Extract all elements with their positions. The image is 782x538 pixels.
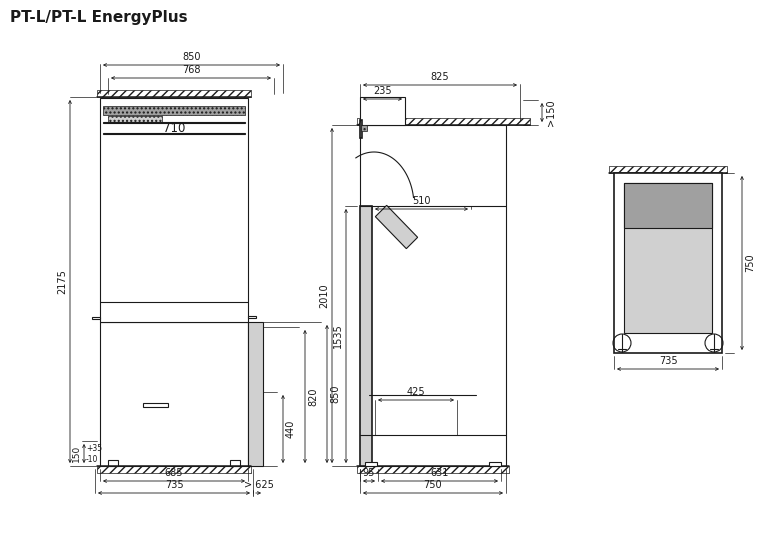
- Bar: [489, 462, 501, 466]
- Bar: [360, 97, 405, 125]
- Bar: [361, 125, 367, 131]
- Bar: [360, 125, 506, 466]
- Bar: [357, 118, 530, 125]
- Bar: [97, 90, 251, 97]
- Text: 850: 850: [182, 52, 201, 62]
- Text: 1535: 1535: [333, 324, 343, 349]
- Bar: [624, 183, 712, 333]
- Text: 510: 510: [412, 196, 431, 206]
- Bar: [108, 116, 162, 122]
- Text: 95: 95: [363, 468, 375, 478]
- Text: 2010: 2010: [319, 283, 329, 308]
- Text: 710: 710: [163, 123, 185, 136]
- Text: 735: 735: [165, 480, 183, 490]
- Text: 235: 235: [373, 86, 392, 96]
- Bar: [103, 133, 245, 134]
- Polygon shape: [375, 206, 418, 249]
- Bar: [143, 403, 168, 407]
- Text: >150: >150: [546, 99, 556, 126]
- Bar: [624, 183, 712, 228]
- Text: 735: 735: [658, 356, 677, 366]
- Bar: [357, 466, 509, 473]
- Text: +35
-10: +35 -10: [86, 444, 102, 464]
- Bar: [360, 206, 372, 466]
- Bar: [92, 317, 100, 319]
- Bar: [248, 322, 263, 466]
- Text: > 625: > 625: [243, 480, 274, 490]
- Bar: [103, 106, 245, 115]
- Text: 2175: 2175: [57, 269, 67, 294]
- Text: 750: 750: [424, 480, 443, 490]
- Bar: [100, 98, 248, 322]
- Text: 440: 440: [286, 420, 296, 438]
- Text: 850: 850: [330, 385, 340, 404]
- Bar: [230, 460, 240, 466]
- Bar: [108, 460, 118, 466]
- Bar: [248, 316, 256, 318]
- Bar: [360, 120, 362, 138]
- Text: 631: 631: [430, 468, 449, 478]
- Bar: [103, 122, 245, 123]
- Text: 750: 750: [745, 254, 755, 272]
- Bar: [365, 462, 377, 466]
- Bar: [614, 173, 722, 353]
- Text: 425: 425: [407, 387, 425, 397]
- Text: 825: 825: [431, 72, 450, 82]
- Text: 820: 820: [308, 387, 318, 406]
- Text: 768: 768: [181, 65, 200, 75]
- Bar: [100, 322, 248, 466]
- Text: 685: 685: [165, 468, 183, 478]
- Bar: [97, 466, 251, 473]
- Text: 150: 150: [72, 445, 81, 462]
- Bar: [609, 166, 727, 173]
- Text: PT-L/PT-L EnergyPlus: PT-L/PT-L EnergyPlus: [10, 10, 188, 25]
